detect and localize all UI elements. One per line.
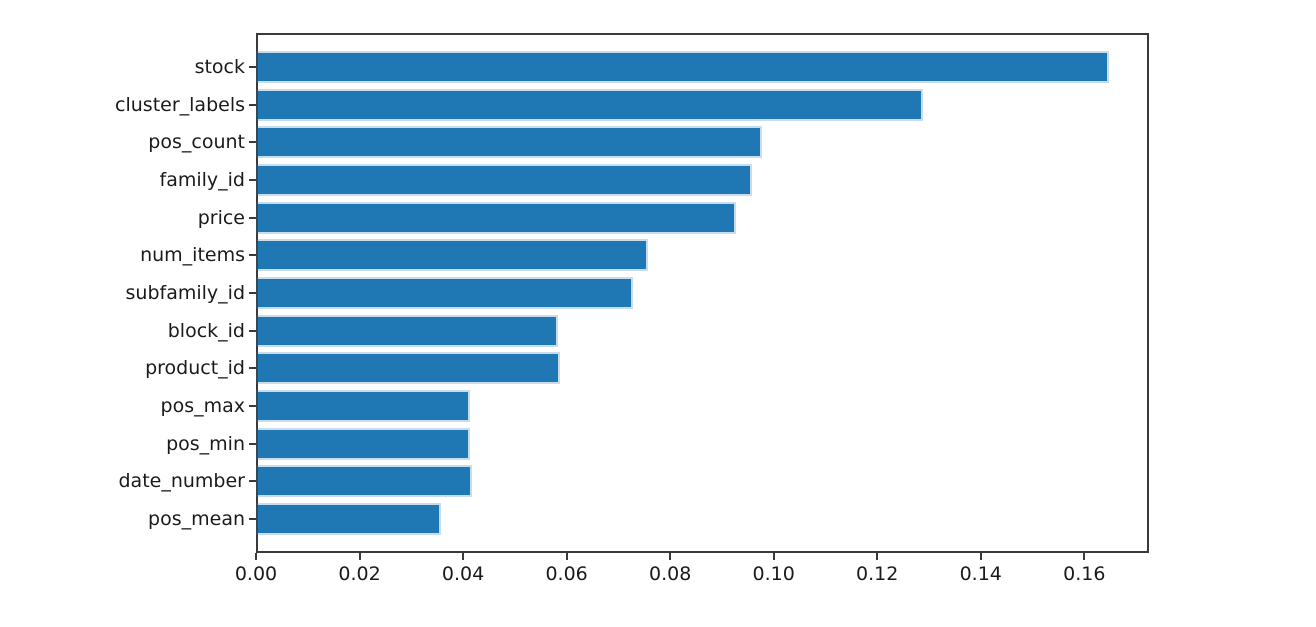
y-tick-label: product_id (145, 357, 245, 380)
bar-product_id (258, 354, 559, 383)
bar-num_items (258, 241, 647, 270)
x-tick-label: 0.12 (856, 563, 899, 585)
y-tick-mark (249, 216, 256, 219)
y-tick-mark (249, 178, 256, 181)
y-tick-label: subfamily_id (125, 282, 245, 304)
bar-pos_count (258, 128, 761, 157)
bar-family_id (258, 165, 750, 194)
y-tick-mark (249, 254, 256, 257)
y-tick-label: pos_max (160, 395, 245, 418)
bar-pos_mean (258, 505, 440, 534)
y-tick-label: pos_count (148, 131, 245, 154)
bar-block_id (258, 316, 556, 345)
x-tick-label: 0.08 (648, 563, 692, 585)
y-tick-label: date_number (118, 470, 246, 493)
x-tick-mark (772, 553, 775, 560)
x-tick-mark (979, 553, 982, 560)
x-tick-mark (358, 553, 361, 560)
y-tick-mark (249, 518, 256, 521)
y-tick-mark (249, 367, 256, 370)
x-tick-mark (669, 553, 672, 560)
x-tick-label: 0.16 (1063, 563, 1106, 585)
y-tick-mark (249, 292, 256, 294)
bar-pos_max (258, 392, 468, 421)
bar-pos_min (258, 429, 468, 458)
y-tick-label: pos_mean (148, 508, 245, 531)
x-tick-label: 0.04 (441, 563, 485, 585)
y-tick-mark (249, 65, 256, 68)
x-tick-label: 0.10 (752, 563, 795, 585)
x-tick-mark (462, 553, 465, 560)
x-tick-mark (876, 553, 879, 560)
y-tick-label: pos_min (166, 432, 245, 455)
x-tick-label: 0.00 (234, 563, 278, 585)
y-tick-mark (249, 405, 256, 408)
y-tick-label: num_items (140, 244, 245, 267)
y-tick-mark (249, 141, 256, 144)
bar-subfamily_id (258, 279, 631, 307)
x-tick-label: 0.14 (959, 563, 1002, 585)
x-tick-mark (1083, 553, 1086, 560)
y-tick-label: cluster_labels (115, 93, 245, 116)
y-tick-label: stock (194, 55, 245, 78)
y-tick-mark (249, 442, 256, 445)
x-tick-label: 0.02 (338, 563, 381, 585)
plot-area (256, 33, 1149, 553)
y-tick-mark (249, 480, 256, 483)
x-tick-mark (255, 553, 257, 560)
y-tick-mark (249, 103, 256, 106)
bar-cluster_labels (258, 90, 921, 119)
bar-date_number (258, 467, 471, 496)
x-tick-mark (565, 553, 568, 560)
y-tick-label: price (197, 206, 245, 229)
y-tick-label: family_id (159, 168, 245, 191)
bar-price (258, 203, 735, 232)
x-tick-label: 0.06 (545, 563, 588, 585)
bar-stock (258, 52, 1107, 81)
y-tick-mark (249, 329, 256, 332)
y-tick-label: block_id (167, 319, 245, 342)
